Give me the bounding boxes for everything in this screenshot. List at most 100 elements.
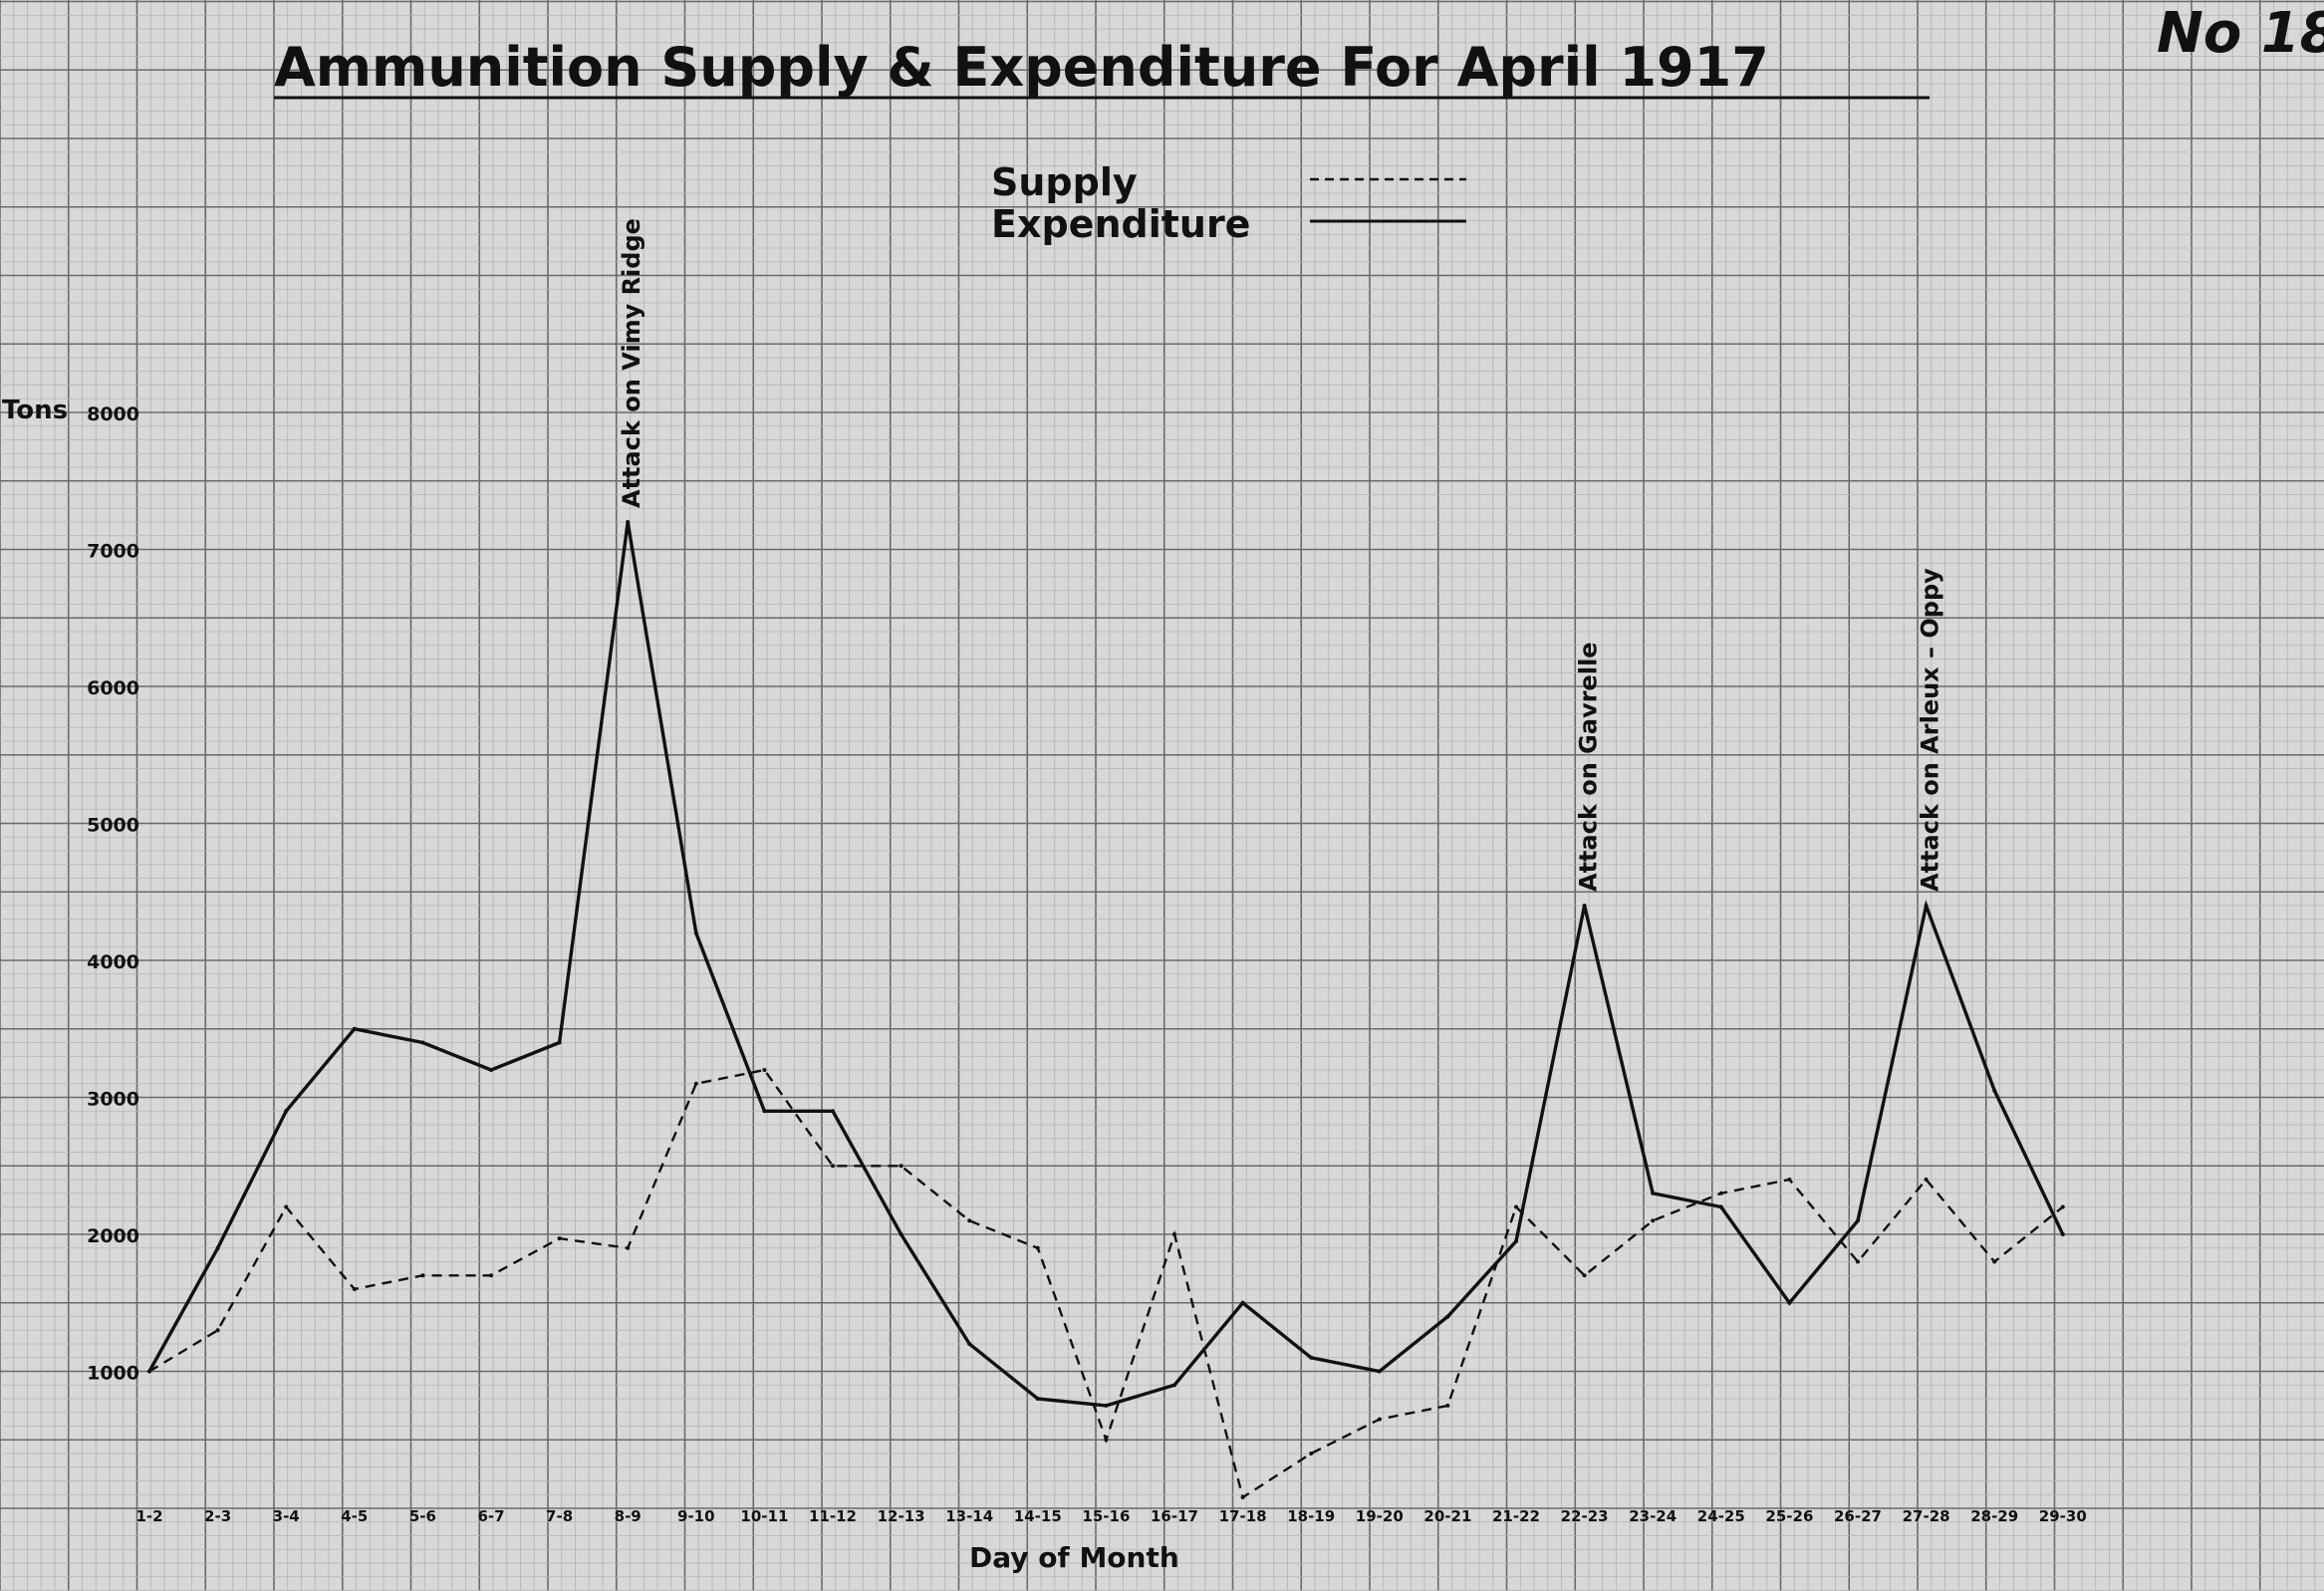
series-point-supply xyxy=(762,1068,767,1072)
x-tick-label: 23-24 xyxy=(1629,1507,1677,1525)
x-tick-label: 9-10 xyxy=(677,1507,715,1525)
legend: Supply Expenditure xyxy=(991,160,1466,246)
series-point-supply xyxy=(420,1273,425,1278)
x-tick-label: 22-23 xyxy=(1561,1507,1609,1525)
series-point-supply xyxy=(1514,1204,1518,1209)
series-point-supply xyxy=(899,1164,904,1169)
y-tick-label: 5000 xyxy=(87,815,139,837)
series-point-supply xyxy=(352,1287,357,1291)
series-point-supply xyxy=(1445,1403,1450,1408)
series-point-expenditure xyxy=(762,1109,767,1114)
x-tick-label: 27-28 xyxy=(1903,1507,1950,1525)
chart-title: Ammunition Supply & Expenditure For Apri… xyxy=(274,36,1769,99)
x-tick-label: 7-8 xyxy=(546,1507,573,1525)
series-layer xyxy=(147,520,2065,1499)
series-point-expenditure xyxy=(1035,1397,1040,1401)
series-point-supply xyxy=(1856,1259,1860,1264)
series-point-expenditure xyxy=(1445,1314,1450,1319)
series-point-expenditure xyxy=(420,1040,425,1045)
series-point-supply xyxy=(1104,1438,1109,1443)
x-tick-label: 6-7 xyxy=(477,1507,504,1525)
series-point-expenditure xyxy=(1309,1355,1314,1360)
x-tick-label: 28-29 xyxy=(1970,1507,2018,1525)
x-tick-label: 19-20 xyxy=(1356,1507,1404,1525)
series-point-supply xyxy=(1377,1417,1382,1422)
series-point-supply xyxy=(2060,1204,2065,1209)
series-point-supply xyxy=(489,1273,493,1278)
y-tick-labels: 1000 2000 3000 4000 5000 6000 7000 8000 xyxy=(87,403,139,1385)
annotation-label: Attack on Arleux – Oppy xyxy=(1917,568,1944,892)
x-tick-label: 1-2 xyxy=(135,1507,162,1525)
series-point-expenditure xyxy=(1924,904,1929,908)
series-point-expenditure xyxy=(215,1245,220,1250)
series-point-supply xyxy=(831,1164,835,1169)
x-tick-label: 17-18 xyxy=(1219,1507,1267,1525)
x-axis-label: Day of Month xyxy=(969,1541,1179,1574)
series-point-expenditure xyxy=(2060,1232,2065,1236)
series-point-expenditure xyxy=(1582,904,1587,908)
series-point-expenditure xyxy=(284,1109,289,1114)
x-tick-label: 14-15 xyxy=(1014,1507,1062,1525)
x-tick-label: 26-27 xyxy=(1834,1507,1882,1525)
series-point-expenditure xyxy=(899,1232,904,1236)
series-point-supply xyxy=(215,1328,220,1333)
x-tick-label: 29-30 xyxy=(2039,1507,2087,1525)
series-line-expenditure xyxy=(147,521,2065,1408)
x-tick-label: 16-17 xyxy=(1151,1507,1198,1525)
x-tick-label: 15-16 xyxy=(1082,1507,1130,1525)
series-point-supply xyxy=(626,1245,631,1250)
y-tick-label: 6000 xyxy=(87,677,139,699)
x-tick-label: 18-19 xyxy=(1287,1507,1335,1525)
x-tick-label: 4-5 xyxy=(341,1507,368,1525)
series-point-expenditure xyxy=(147,1369,151,1374)
annotation-label: Attack on Gavrelle xyxy=(1575,642,1603,892)
series-point-expenditure xyxy=(1718,1204,1723,1209)
x-tick-label: 12-13 xyxy=(878,1507,925,1525)
series-point-expenditure xyxy=(489,1068,493,1072)
series-point-expenditure xyxy=(1172,1383,1176,1388)
x-tick-label: 8-9 xyxy=(615,1507,642,1525)
y-tick-label: 2000 xyxy=(87,1225,139,1247)
x-tick-label: 2-3 xyxy=(204,1507,231,1525)
x-tick-label: 3-4 xyxy=(273,1507,300,1525)
series-point-supply xyxy=(1787,1178,1792,1182)
series-point-supply xyxy=(1582,1273,1587,1278)
x-tick-label: 13-14 xyxy=(945,1507,993,1525)
x-tick-label: 24-25 xyxy=(1697,1507,1745,1525)
x-tick-label: 5-6 xyxy=(409,1507,436,1525)
x-tick-label: 20-21 xyxy=(1423,1507,1471,1525)
series-point-expenditure xyxy=(1104,1403,1109,1408)
series-point-expenditure xyxy=(1992,1088,1997,1093)
series-point-expenditure xyxy=(626,520,631,524)
series-point-expenditure xyxy=(693,930,698,935)
series-point-supply xyxy=(557,1236,562,1241)
series-point-supply xyxy=(1035,1245,1040,1250)
title-group: Ammunition Supply & Expenditure For Apri… xyxy=(274,36,1930,100)
y-tick-label: 8000 xyxy=(87,403,139,425)
series-point-expenditure xyxy=(557,1040,562,1045)
y-axis-label: Tons xyxy=(2,396,68,425)
annotation-label: Attack on Vimy Ridge xyxy=(618,218,646,508)
legend-expenditure-label: Expenditure xyxy=(991,202,1250,246)
series-point-supply xyxy=(1992,1259,1997,1264)
x-tick-label: 21-22 xyxy=(1492,1507,1540,1525)
series-point-expenditure xyxy=(1856,1218,1860,1223)
series-point-expenditure xyxy=(1787,1300,1792,1305)
y-tick-label: 1000 xyxy=(87,1363,139,1385)
series-point-supply xyxy=(1240,1495,1245,1499)
series-point-supply xyxy=(1651,1218,1656,1223)
x-tick-label: 25-26 xyxy=(1765,1507,1813,1525)
series-point-expenditure xyxy=(1651,1191,1656,1195)
x-tick-label: 10-11 xyxy=(740,1507,788,1525)
series-point-supply xyxy=(1309,1452,1314,1456)
series-point-supply xyxy=(1718,1191,1723,1195)
x-tick-label: 11-12 xyxy=(809,1507,857,1525)
y-tick-label: 3000 xyxy=(87,1089,139,1111)
series-point-supply xyxy=(967,1218,972,1223)
series-point-supply xyxy=(1924,1178,1929,1182)
series-point-expenditure xyxy=(1377,1369,1382,1374)
series-point-expenditure xyxy=(831,1109,835,1114)
